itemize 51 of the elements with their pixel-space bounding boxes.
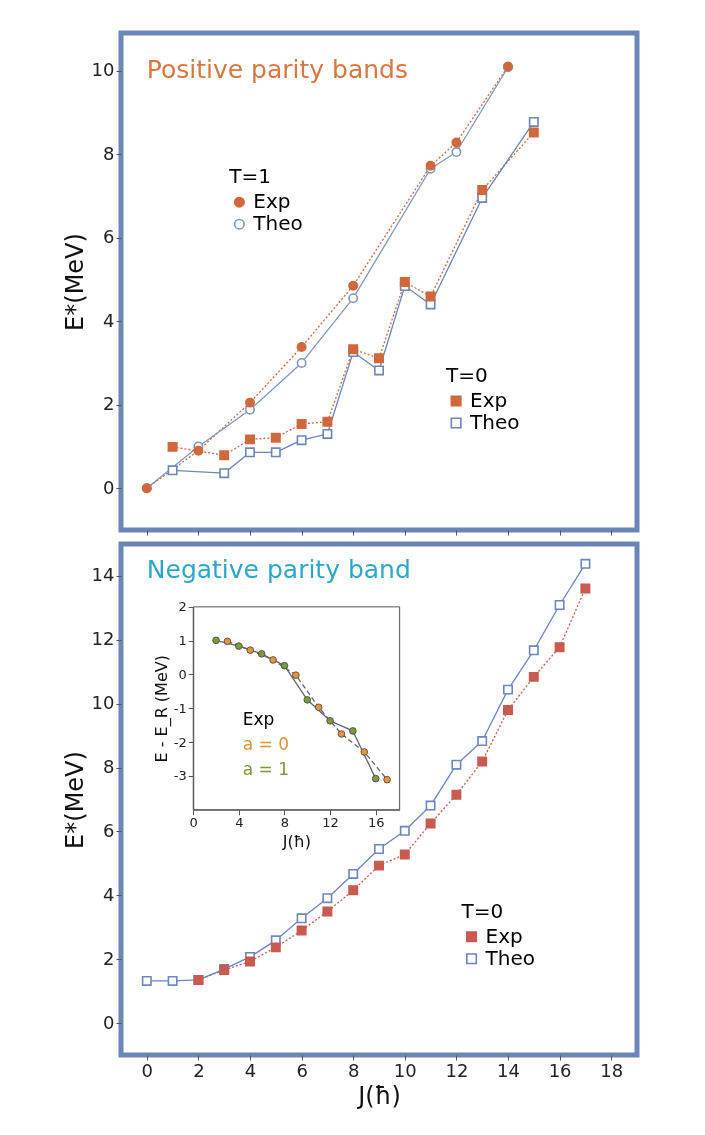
y-tick-label: 12 xyxy=(91,628,115,650)
x-tick-label: 12 xyxy=(322,815,339,831)
x-tick-label: 2 xyxy=(193,1059,205,1081)
y-tick-label: 8 xyxy=(103,756,115,778)
legend-label: Exp xyxy=(485,923,523,948)
x-tick-label: 18 xyxy=(600,1059,624,1081)
annotation: T=1 xyxy=(228,164,272,189)
x-tick-label: 4 xyxy=(244,1059,257,1081)
x-tick-label: 14 xyxy=(497,1059,520,1081)
text: a = 1 xyxy=(242,759,290,780)
legend-label: Exp xyxy=(253,189,291,214)
y-tick-label: 6 xyxy=(103,226,115,248)
x-tick-label: 0 xyxy=(189,815,198,831)
legend-label: Theo xyxy=(252,211,303,236)
x-axis-title: J(ħ) xyxy=(281,832,312,852)
y-axis-title: E*(MeV) xyxy=(60,233,89,331)
y-axis-title: E*(MeV) xyxy=(60,751,89,849)
y-tick-label: 2 xyxy=(178,599,187,615)
y-tick-label: 0 xyxy=(103,476,115,498)
y-tick-label: 0 xyxy=(178,666,187,682)
y-tick-label: 4 xyxy=(103,309,115,331)
x-tick-label: 6 xyxy=(296,1059,308,1081)
y-tick-label: 4 xyxy=(103,883,115,905)
x-tick-label: 0 xyxy=(141,1059,154,1081)
y-tick-label: -3 xyxy=(173,768,187,784)
legend-title: T=0 xyxy=(460,898,504,923)
y-tick-label: 0 xyxy=(103,1011,115,1033)
y-tick-label: -2 xyxy=(173,734,187,750)
y-tick-label: 10 xyxy=(91,59,115,81)
text: Positive parity bands xyxy=(146,55,409,85)
y-tick-label: 8 xyxy=(103,142,115,164)
legend-title: Exp xyxy=(242,709,275,730)
y-tick-label: 2 xyxy=(103,947,115,969)
x-axis-title: J(ħ) xyxy=(356,1081,401,1110)
legend-label: Exp xyxy=(470,387,508,412)
y-axis-title: E - E_R (MeV) xyxy=(151,655,172,763)
chart-title: Negative parity band xyxy=(146,554,411,584)
x-tick-label: 4 xyxy=(235,815,244,831)
x-tick-label: 12 xyxy=(445,1059,469,1081)
x-tick-label: 8 xyxy=(280,815,290,831)
annotation: T=0 xyxy=(445,362,488,387)
x-tick-label: 16 xyxy=(548,1059,572,1081)
y-tick-label: 14 xyxy=(91,564,115,586)
x-tick-label: 16 xyxy=(367,815,385,831)
y-tick-label: 10 xyxy=(91,692,115,714)
y-tick-label: 2 xyxy=(103,393,115,415)
y-tick-label: -1 xyxy=(173,700,187,716)
x-tick-label: 8 xyxy=(347,1059,360,1081)
text: a = 0 xyxy=(242,734,290,755)
y-tick-label: 1 xyxy=(178,633,187,649)
x-tick-label: 10 xyxy=(393,1059,417,1081)
